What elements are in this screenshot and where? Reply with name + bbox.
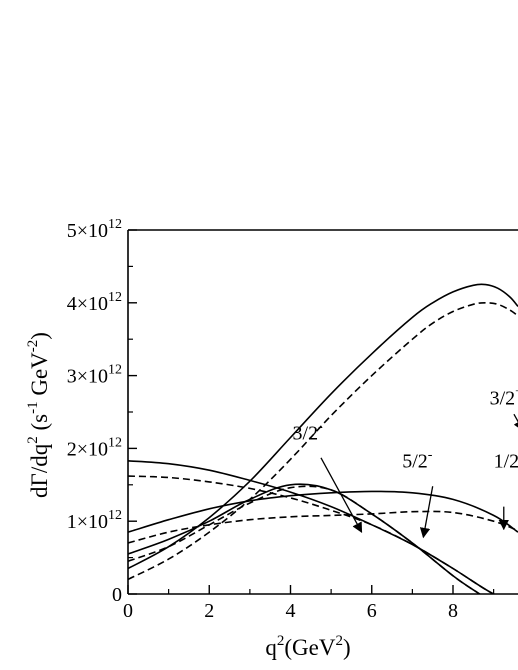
y-axis-label: dΓ/dq2 (s-1 GeV-2) xyxy=(25,332,52,498)
series-line-8 xyxy=(128,510,518,544)
label-1-2: 1/2 xyxy=(494,450,518,472)
y-tick-label: 3×1012 xyxy=(67,363,122,388)
label-5-2-minus: 5/2- xyxy=(402,447,433,472)
label-3-2-plus-arrow xyxy=(513,413,518,432)
plot-curves xyxy=(128,283,518,594)
label-3-2-minus: 3/2- xyxy=(293,420,324,445)
x-tick-label: 2 xyxy=(204,600,214,622)
y-tick-label: 2×1012 xyxy=(67,435,122,460)
x-tick-group: 0 2 4 6 8 xyxy=(123,585,495,622)
series-line-2 xyxy=(128,301,518,581)
label-5-2-minus-arrow xyxy=(419,486,434,539)
label-3-2-plus: 3/2+ xyxy=(490,385,518,410)
series-line-1 xyxy=(128,283,518,570)
series-line-7 xyxy=(128,490,518,533)
x-tick-label: 6 xyxy=(367,600,377,622)
series-line-6 xyxy=(128,485,482,594)
series-line-4 xyxy=(128,475,496,594)
y-tick-label: 5×1012 xyxy=(67,217,122,242)
x-tick-label: 4 xyxy=(286,600,296,622)
x-tick-label: 8 xyxy=(448,600,458,622)
label-3-2-minus-arrow xyxy=(320,457,363,534)
y-tick-label: 0 xyxy=(112,584,122,606)
y-tick-label: 1×1012 xyxy=(67,508,122,533)
x-axis-label: q2(GeV2) xyxy=(265,633,350,660)
annotation-group: 3/2- 5/2- 1/2 3/2+ xyxy=(293,385,518,539)
y-tick-label: 4×1012 xyxy=(67,290,122,315)
y-tick-group: 0 1×1012 2×1012 3×1012 4×1012 5×1012 xyxy=(67,217,137,606)
x-tick-label: 0 xyxy=(123,600,133,622)
